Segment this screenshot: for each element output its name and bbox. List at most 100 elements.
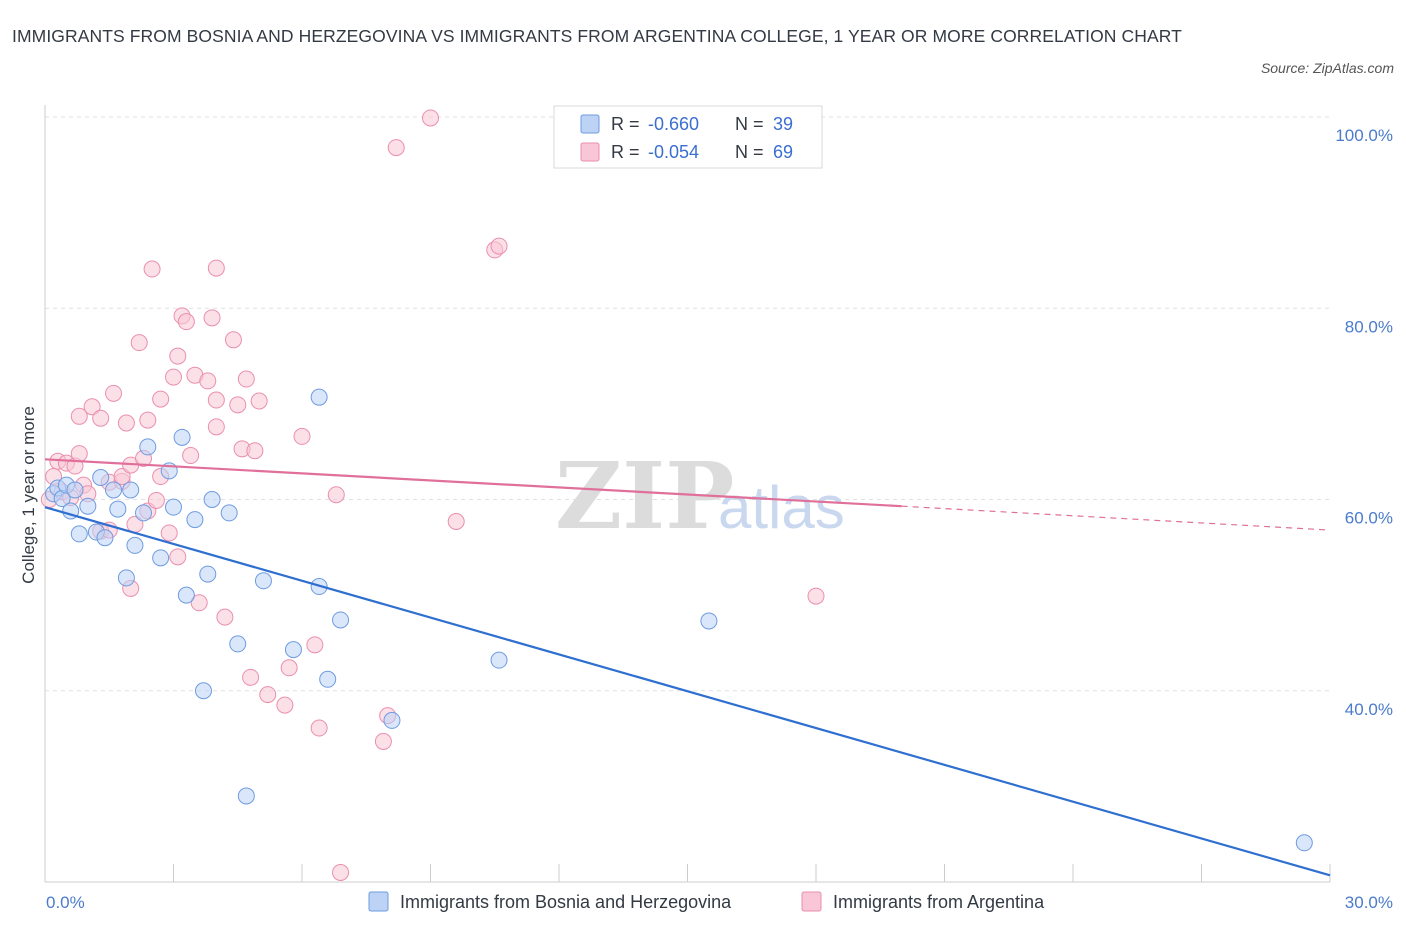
bottom-legend-swatch-bosnia [368, 891, 389, 912]
x-tick-label: 30.0% [1345, 893, 1393, 912]
argentina-point [113, 468, 131, 486]
x-tick-label: 0.0% [46, 893, 85, 912]
bosnia-point [383, 711, 401, 729]
argentina-point [169, 347, 187, 365]
bosnia-point [237, 787, 255, 805]
bosnia-point [194, 682, 212, 700]
y-axis-title: College, 1 year or more [19, 406, 38, 584]
bosnia-point [310, 388, 328, 406]
argentina-point [250, 392, 268, 410]
argentina-point [293, 427, 311, 445]
argentina-point [165, 368, 182, 386]
argentina-point [203, 309, 221, 327]
argentina-point [246, 442, 264, 460]
argentina-point [276, 696, 294, 714]
argentina-point [117, 414, 135, 432]
argentina-point [332, 863, 350, 881]
y-tick-label: 100.0% [1335, 126, 1393, 145]
top-legend: R = -0.660 N = 39 R = -0.054 N = 69 [553, 105, 823, 169]
argentina-point [447, 512, 465, 530]
bosnia-point [203, 491, 221, 508]
argentina-point [169, 548, 187, 566]
legend-r-label-bosnia: R = [611, 114, 640, 134]
bosnia-point [79, 497, 97, 515]
bosnia-point [700, 612, 718, 630]
bosnia-point [177, 586, 195, 604]
bosnia-point [122, 481, 140, 499]
bosnia-point [229, 635, 247, 653]
argentina-point [139, 411, 157, 429]
bosnia-point [139, 438, 157, 456]
argentina-point [387, 139, 405, 157]
bosnia-point [92, 469, 110, 487]
argentina-point [327, 486, 345, 504]
argentina-point [259, 686, 277, 704]
legend-n-value-argentina: 69 [773, 142, 793, 162]
argentina-point [143, 260, 161, 278]
argentina-point [422, 109, 439, 127]
trend-lines [44, 458, 1331, 877]
argentina-point [306, 636, 324, 654]
argentina-point [216, 608, 234, 626]
bosnia-point [165, 498, 182, 516]
bosnia-point [319, 670, 337, 688]
argentina-point [490, 237, 508, 255]
bottom-legend-label-argentina: Immigrants from Argentina [833, 892, 1045, 912]
argentina-point [807, 587, 825, 605]
watermark: ZIP atlas [555, 442, 845, 550]
argentina-point [310, 719, 328, 737]
argentina-point [190, 594, 208, 612]
bosnia-point [66, 481, 84, 499]
bosnia-point [96, 529, 114, 547]
bosnia-point [254, 572, 272, 590]
chart-title: IMMIGRANTS FROM BOSNIA AND HERZEGOVINA V… [12, 26, 1182, 46]
bosnia-point [109, 500, 127, 518]
bosnia-point [70, 525, 88, 543]
argentina-point [242, 668, 260, 686]
bottom-legend: Immigrants from Bosnia and Herzegovina I… [368, 891, 1045, 912]
chart-source: Source: ZipAtlas.com [1260, 60, 1394, 76]
argentina-point [207, 418, 225, 436]
bosnia-point [117, 569, 135, 587]
argentina-point [224, 331, 242, 349]
argentina-point [182, 447, 200, 465]
argentina-point [229, 396, 247, 414]
y-tick-label: 40.0% [1345, 700, 1393, 719]
legend-swatch-argentina [580, 142, 600, 162]
argentina-point [70, 445, 88, 463]
argentina-point [152, 390, 170, 408]
argentina-point [105, 384, 123, 402]
argentina-point [207, 391, 225, 409]
argentina-point [207, 259, 225, 277]
legend-swatch-bosnia [580, 114, 600, 134]
x-tick-labels: 0.0% 30.0% [46, 893, 1393, 912]
argentina-point [83, 398, 101, 416]
bosnia-point [105, 481, 123, 499]
bosnia-point [332, 611, 350, 629]
argentina-point [70, 407, 88, 425]
legend-n-label-argentina: N = [735, 142, 764, 162]
argentina-point [237, 370, 255, 388]
legend-r-label-argentina: R = [611, 142, 640, 162]
legend-r-value-argentina: -0.054 [648, 142, 699, 162]
y-tick-label: 80.0% [1345, 317, 1393, 336]
bosnia-trend-line [44, 506, 1331, 877]
bosnia-point [186, 511, 204, 529]
y-tick-label: 60.0% [1345, 509, 1393, 528]
legend-n-label-bosnia: N = [735, 114, 764, 134]
argentina-point [374, 732, 392, 750]
argentina-point [92, 409, 110, 427]
legend-r-value-bosnia: -0.660 [648, 114, 699, 134]
bosnia-point [1295, 834, 1313, 852]
watermark-atlas: atlas [718, 474, 845, 541]
bosnia-point [284, 641, 302, 659]
bosnia-point [199, 565, 217, 583]
legend-n-value-bosnia: 39 [773, 114, 793, 134]
argentina-point [147, 491, 165, 509]
argentina-trend-line [44, 458, 902, 508]
bosnia-point [126, 536, 144, 554]
bosnia-point [173, 428, 191, 446]
argentina-point [199, 372, 217, 390]
argentina-point [160, 524, 178, 542]
bottom-legend-swatch-argentina [801, 891, 822, 912]
